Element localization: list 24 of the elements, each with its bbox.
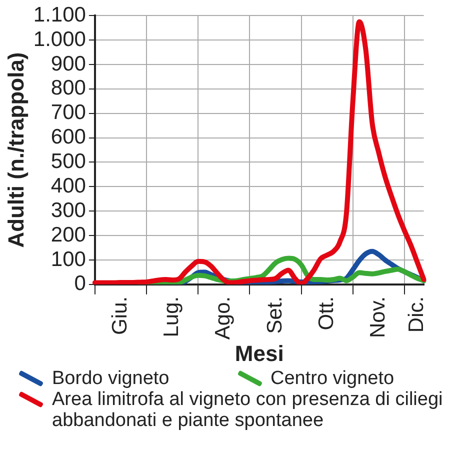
x-axis-title: Mesi [234, 340, 284, 366]
y-tick-label: 1.100 [33, 3, 86, 26]
y-tick-label: 800 [50, 76, 86, 100]
legend-label: Area limitrofa al vigneto con presenza di ciliegi abbandonati e piante spontanee [52, 389, 444, 431]
y-tick-label: 0 [74, 272, 86, 296]
y-tick-label: 600 [50, 126, 86, 149]
y-tick-label: 100 [50, 248, 86, 271]
y-tick-label: 400 [50, 174, 86, 198]
x-tick-label: Giu. [108, 296, 132, 335]
y-tick-label: 500 [50, 150, 86, 174]
x-tick-label: Set. [263, 296, 286, 334]
x-tick-label: Ott. [314, 296, 338, 330]
y-tick-label: 900 [50, 52, 86, 76]
x-tick-label: Ago. [212, 296, 235, 340]
x-tick-label: Lug. [160, 296, 184, 338]
y-tick-label: 300 [50, 198, 86, 222]
x-tick-label: Dic. [405, 296, 428, 333]
y-tick-label: 700 [50, 101, 86, 124]
y-axis-title: Adulti (n./trappola) [3, 52, 28, 248]
legend-label: Bordo vigneto [52, 368, 170, 389]
y-tick-label: 200 [50, 223, 86, 246]
y-tick-label: 1.000 [33, 28, 86, 51]
x-tick-label: Nov. [366, 296, 390, 338]
legend-label: Centro vigneto [270, 368, 394, 389]
